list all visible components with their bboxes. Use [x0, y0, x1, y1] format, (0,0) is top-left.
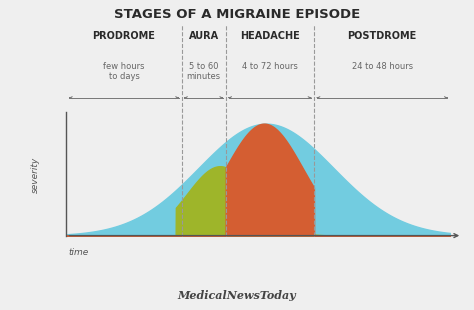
Text: MedicalNewsToday: MedicalNewsToday [178, 290, 296, 301]
Text: 24 to 48 hours: 24 to 48 hours [352, 62, 413, 71]
Text: few hours
to days: few hours to days [103, 62, 145, 82]
Text: 5 to 60
minutes: 5 to 60 minutes [187, 62, 221, 82]
Text: time: time [69, 248, 89, 257]
Text: 4 to 72 hours: 4 to 72 hours [242, 62, 298, 71]
Text: STAGES OF A MIGRAINE EPISODE: STAGES OF A MIGRAINE EPISODE [114, 8, 360, 21]
Text: HEADACHE: HEADACHE [240, 31, 300, 41]
Text: POSTDROME: POSTDROME [347, 31, 417, 41]
Text: severity: severity [31, 157, 40, 193]
Text: AURA: AURA [189, 31, 219, 41]
Text: PRODROME: PRODROME [92, 31, 155, 41]
